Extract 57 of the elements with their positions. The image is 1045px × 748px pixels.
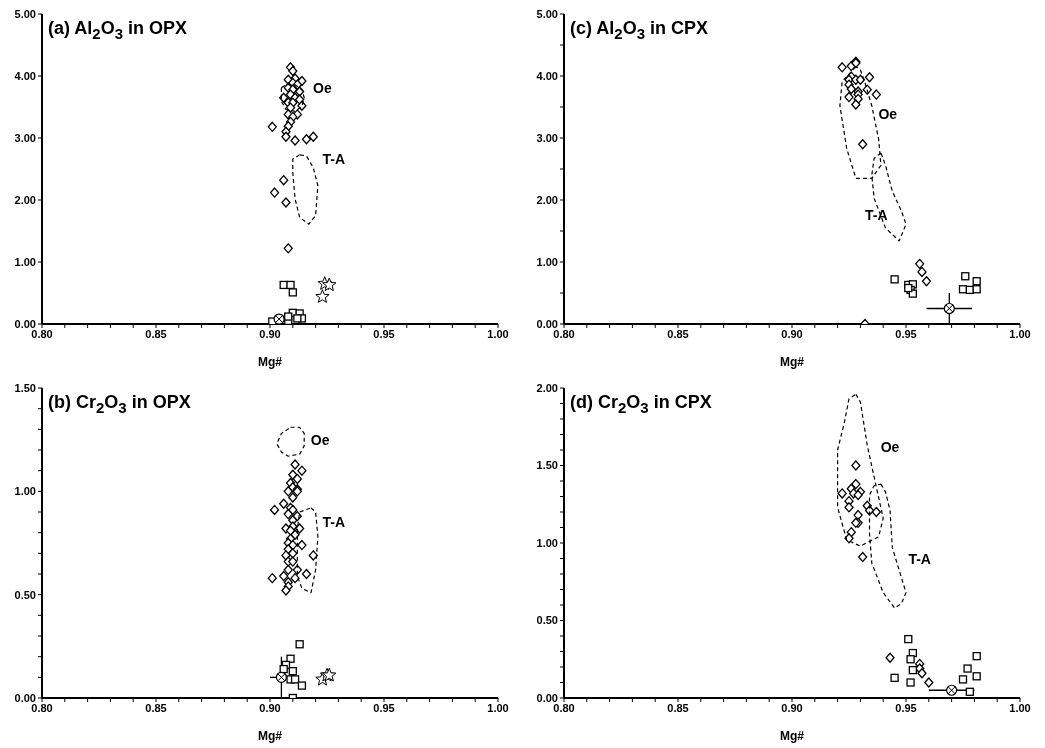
- x-tick-label: 1.00: [1009, 701, 1031, 714]
- x-axis-title: Mg#: [258, 355, 283, 369]
- x-tick-label: 0.90: [781, 327, 803, 340]
- x-tick-label: 0.95: [895, 701, 917, 714]
- x-tick-label: 0.90: [781, 701, 803, 714]
- x-tick-label: 0.85: [145, 701, 167, 714]
- y-tick-label: 1.00: [14, 255, 36, 268]
- x-tick-label: 0.80: [553, 327, 575, 340]
- y-tick-label: 5.00: [536, 7, 558, 20]
- annotation: Oe: [313, 79, 332, 96]
- y-tick-label: 0.00: [536, 317, 558, 330]
- chart-title: (d) Cr$_{2}$O$_{3}$ in CPX: [570, 392, 712, 416]
- chart-title: (c) Al$_{2}$O$_{3}$ in CPX: [570, 18, 709, 42]
- y-tick-label: 1.00: [536, 536, 558, 549]
- chart-title: (b) Cr$_{2}$O$_{3}$ in OPX: [48, 392, 191, 416]
- x-tick-label: 0.85: [667, 701, 689, 714]
- y-tick-label: 3.00: [14, 131, 36, 144]
- y-tick-label: 0.00: [14, 317, 36, 330]
- annotation: Oe: [880, 438, 900, 455]
- annotation: Oe: [878, 106, 898, 123]
- y-tick-label: 5.00: [14, 7, 36, 20]
- y-tick-label: 2.00: [536, 193, 558, 206]
- y-tick-label: 3.00: [536, 131, 558, 144]
- annotation: T-A: [322, 151, 346, 168]
- x-axis-title: Mg#: [258, 729, 283, 743]
- y-tick-label: 0.00: [536, 691, 558, 704]
- y-tick-label: 1.00: [14, 485, 36, 498]
- x-tick-label: 1.00: [1009, 327, 1031, 340]
- y-tick-label: 2.00: [536, 381, 558, 394]
- y-tick-label: 1.50: [14, 381, 36, 394]
- x-tick-label: 0.85: [667, 327, 689, 340]
- x-tick-label: 0.80: [31, 327, 53, 340]
- x-tick-label: 0.85: [145, 327, 167, 340]
- x-axis-title: Mg#: [780, 355, 805, 369]
- x-tick-label: 1.00: [487, 701, 509, 714]
- y-tick-label: 0.00: [14, 691, 36, 704]
- x-tick-label: 0.80: [31, 701, 53, 714]
- x-tick-label: 0.90: [259, 701, 281, 714]
- x-tick-label: 1.00: [487, 327, 509, 340]
- y-tick-label: 1.00: [536, 255, 558, 268]
- y-tick-label: 4.00: [536, 69, 558, 82]
- y-tick-label: 0.50: [536, 614, 558, 627]
- annotation: T-A: [908, 550, 931, 567]
- y-tick-label: 1.50: [536, 459, 558, 472]
- annotation: T-A: [322, 514, 346, 531]
- y-tick-label: 4.00: [14, 69, 36, 82]
- y-tick-label: 2.00: [14, 193, 36, 206]
- y-tick-label: 0.50: [14, 588, 36, 601]
- x-tick-label: 0.95: [373, 327, 395, 340]
- x-tick-label: 0.95: [373, 701, 395, 714]
- x-tick-label: 0.80: [553, 701, 575, 714]
- x-tick-label: 0.90: [259, 327, 281, 340]
- x-axis-title: Mg#: [780, 729, 805, 743]
- annotation: T-A: [865, 206, 888, 223]
- chart-title: (a) Al$_{2}$O$_{3}$ in OPX: [48, 18, 188, 42]
- x-tick-label: 0.95: [895, 327, 917, 340]
- annotation: Oe: [310, 431, 330, 448]
